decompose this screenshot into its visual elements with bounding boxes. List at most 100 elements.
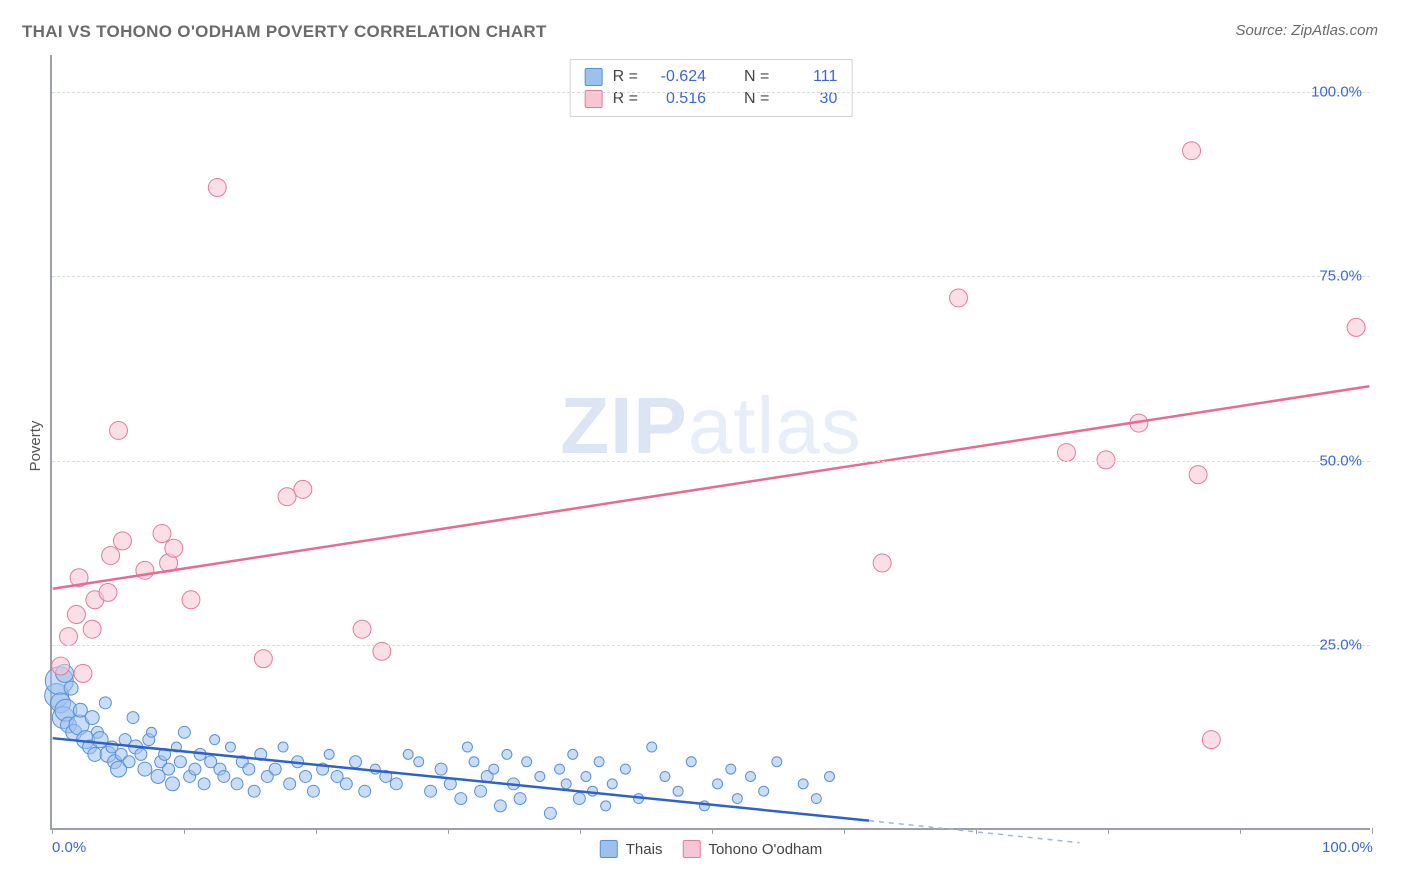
scatter-point [225,742,235,752]
scatter-point [324,749,334,759]
plot-area: ZIPatlas R = -0.624 N = 111 R = 0.516 N … [50,55,1370,830]
scatter-point [52,657,70,675]
scatter-point [307,785,319,797]
scatter-point [647,742,657,752]
scatter-point [135,748,147,760]
scatter-point [811,794,821,804]
scatter-point [269,763,281,775]
scatter-point [594,757,604,767]
scatter-point [950,289,968,307]
scatter-point [435,763,447,775]
scatter-point [455,793,467,805]
scatter-point [573,793,585,805]
scatter-point [873,554,891,572]
scatter-point [92,732,108,748]
scatter-point [138,762,152,776]
scatter-point [581,771,591,781]
x-tick [448,828,449,834]
scatter-point [189,763,201,775]
scatter-point [340,778,352,790]
scatter-point [210,735,220,745]
scatter-point [514,793,526,805]
scatter-point [182,591,200,609]
scatter-point [825,771,835,781]
scatter-point [165,539,183,557]
scatter-point [60,628,78,646]
chart-title: THAI VS TOHONO O'ODHAM POVERTY CORRELATI… [22,22,547,42]
scatter-point [110,421,128,439]
scatter-point [414,757,424,767]
legend-item-thais: Thais [600,840,663,858]
y-tick-label: 25.0% [1319,637,1362,654]
series-legend: Thais Tohono O'odham [600,840,822,858]
scatter-point [746,771,756,781]
scatter-point [67,606,85,624]
scatter-point [294,480,312,498]
scatter-point [243,763,255,775]
scatter-point [64,681,78,695]
scatter-point [522,757,532,767]
scatter-point [146,727,156,737]
scatter-point [489,764,499,774]
y-axis-label: Poverty [27,421,44,472]
scatter-point [359,785,371,797]
scatter-point [620,764,630,774]
scatter-point [673,786,683,796]
x-tick [844,828,845,834]
scatter-point [99,583,117,601]
scatter-point [561,779,571,789]
scatter-point [1202,731,1220,749]
x-tick-label: 100.0% [1322,839,1373,856]
scatter-point [218,770,230,782]
scatter-point [713,779,723,789]
x-tick [712,828,713,834]
scatter-point [163,763,175,775]
scatter-point [208,179,226,197]
x-tick [316,828,317,834]
scatter-point [153,525,171,543]
x-tick [580,828,581,834]
x-tick [1372,828,1373,834]
scatter-point [759,786,769,796]
x-tick [52,828,53,834]
scatter-point [114,532,132,550]
y-tick-label: 75.0% [1319,268,1362,285]
scatter-point [462,742,472,752]
scatter-point [350,756,362,768]
legend-item-tohono: Tohono O'odham [682,840,822,858]
scatter-point [390,778,402,790]
scatter-point [772,757,782,767]
scatter-point [248,785,260,797]
scatter-point [607,779,617,789]
scatter-point [555,764,565,774]
scatter-point [601,801,611,811]
scatter-point [85,711,99,725]
scatter-point [475,785,487,797]
scatter-point [403,749,413,759]
source-attribution: Source: ZipAtlas.com [1235,22,1378,39]
scatter-point [1058,444,1076,462]
scatter-point [1097,451,1115,469]
legend-swatch-tohono [682,840,700,858]
x-tick [184,828,185,834]
legend-label-tohono: Tohono O'odham [708,841,822,858]
scatter-point [353,620,371,638]
y-tick-label: 100.0% [1311,83,1362,100]
scatter-point [1347,318,1365,336]
scatter-point [660,771,670,781]
gridline [52,276,1370,277]
legend-swatch-thais [600,840,618,858]
scatter-point [254,650,272,668]
scatter-point [568,749,578,759]
y-tick-label: 50.0% [1319,452,1362,469]
scatter-point [278,488,296,506]
scatter-point [494,800,506,812]
scatter-point [166,777,180,791]
scatter-point [300,770,312,782]
scatter-point [544,807,556,819]
scatter-point [127,712,139,724]
x-tick [976,828,977,834]
x-tick [1240,828,1241,834]
scatter-point [535,771,545,781]
scatter-point [284,778,296,790]
